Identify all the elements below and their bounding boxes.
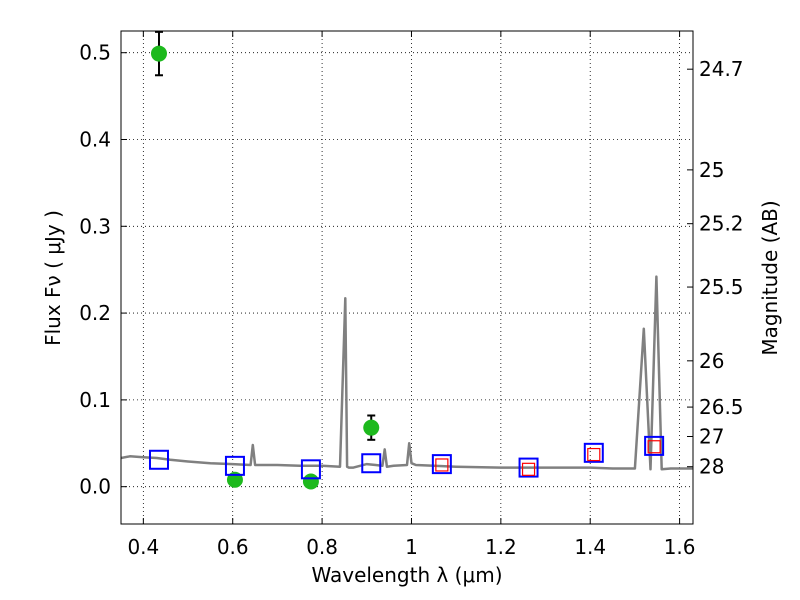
x-tick-label: 1.4: [574, 535, 606, 559]
y-tick-label: 0.5: [79, 41, 111, 65]
x-tick-label: 1.6: [664, 535, 696, 559]
model-bandpass-square: [300, 459, 321, 480]
model-bandpass-square: [361, 453, 382, 474]
data-marks: [148, 31, 665, 490]
y-tick-label: 0.4: [79, 127, 111, 151]
y2-tick-label: 25: [699, 158, 724, 182]
model-bandpass-inner-square: [521, 462, 536, 476]
y2-tick-label: 26: [699, 349, 724, 373]
y2-tick-label: 25.2: [699, 212, 744, 236]
model-bandpass-square: [224, 455, 245, 476]
x-tick-label: 0.6: [217, 535, 249, 559]
model-bandpass-square: [518, 457, 539, 478]
y2-tick-label: 26.5: [699, 395, 744, 419]
x-tick-label: 1.2: [485, 535, 517, 559]
y2-tick-label: 25.5: [699, 275, 744, 299]
model-bandpass-inner-square: [587, 447, 601, 462]
model-bandpass-inner-square: [435, 458, 449, 472]
y-tick-label: 0.3: [79, 214, 111, 238]
x-tick-label: 1: [405, 535, 418, 559]
model-bandpass-square: [644, 435, 665, 456]
x-tick-label: 0.8: [306, 535, 338, 559]
model-spectrum: [121, 275, 693, 471]
model-bandpass-square: [583, 442, 604, 463]
y2-tick-label: 27: [699, 425, 724, 449]
model-spectrum-line: [121, 275, 693, 471]
y2-tick-label: 24.7: [699, 57, 744, 81]
y-tick-label: 0.1: [79, 388, 111, 412]
observed-flux-point: [363, 419, 380, 436]
model-bandpass-square: [431, 454, 452, 475]
model-bandpass-inner-square: [647, 440, 661, 454]
y-tick-label: 0.2: [79, 301, 111, 325]
x-axis-title: Wavelength λ (μm): [311, 563, 502, 587]
gridlines: [121, 31, 693, 524]
x-tick-label: 0.4: [127, 535, 159, 559]
y-axis-title: Flux Fν ( μJy ): [41, 210, 65, 346]
y2-axis-title: Magnitude (AB): [758, 200, 782, 355]
model-bandpass-square: [148, 449, 169, 470]
y-tick-label: 0.0: [79, 475, 111, 499]
y2-tick-label: 28: [699, 455, 724, 479]
plot-frame: [120, 30, 694, 525]
observed-flux-point: [302, 473, 319, 490]
axes: 0.4 0.6 0.8 1 1.2 1.4 1.6 0.0 0.1 0.2 0.3 0.4 0.5 24.…: [79, 31, 744, 559]
observed-flux-point: [150, 45, 167, 62]
